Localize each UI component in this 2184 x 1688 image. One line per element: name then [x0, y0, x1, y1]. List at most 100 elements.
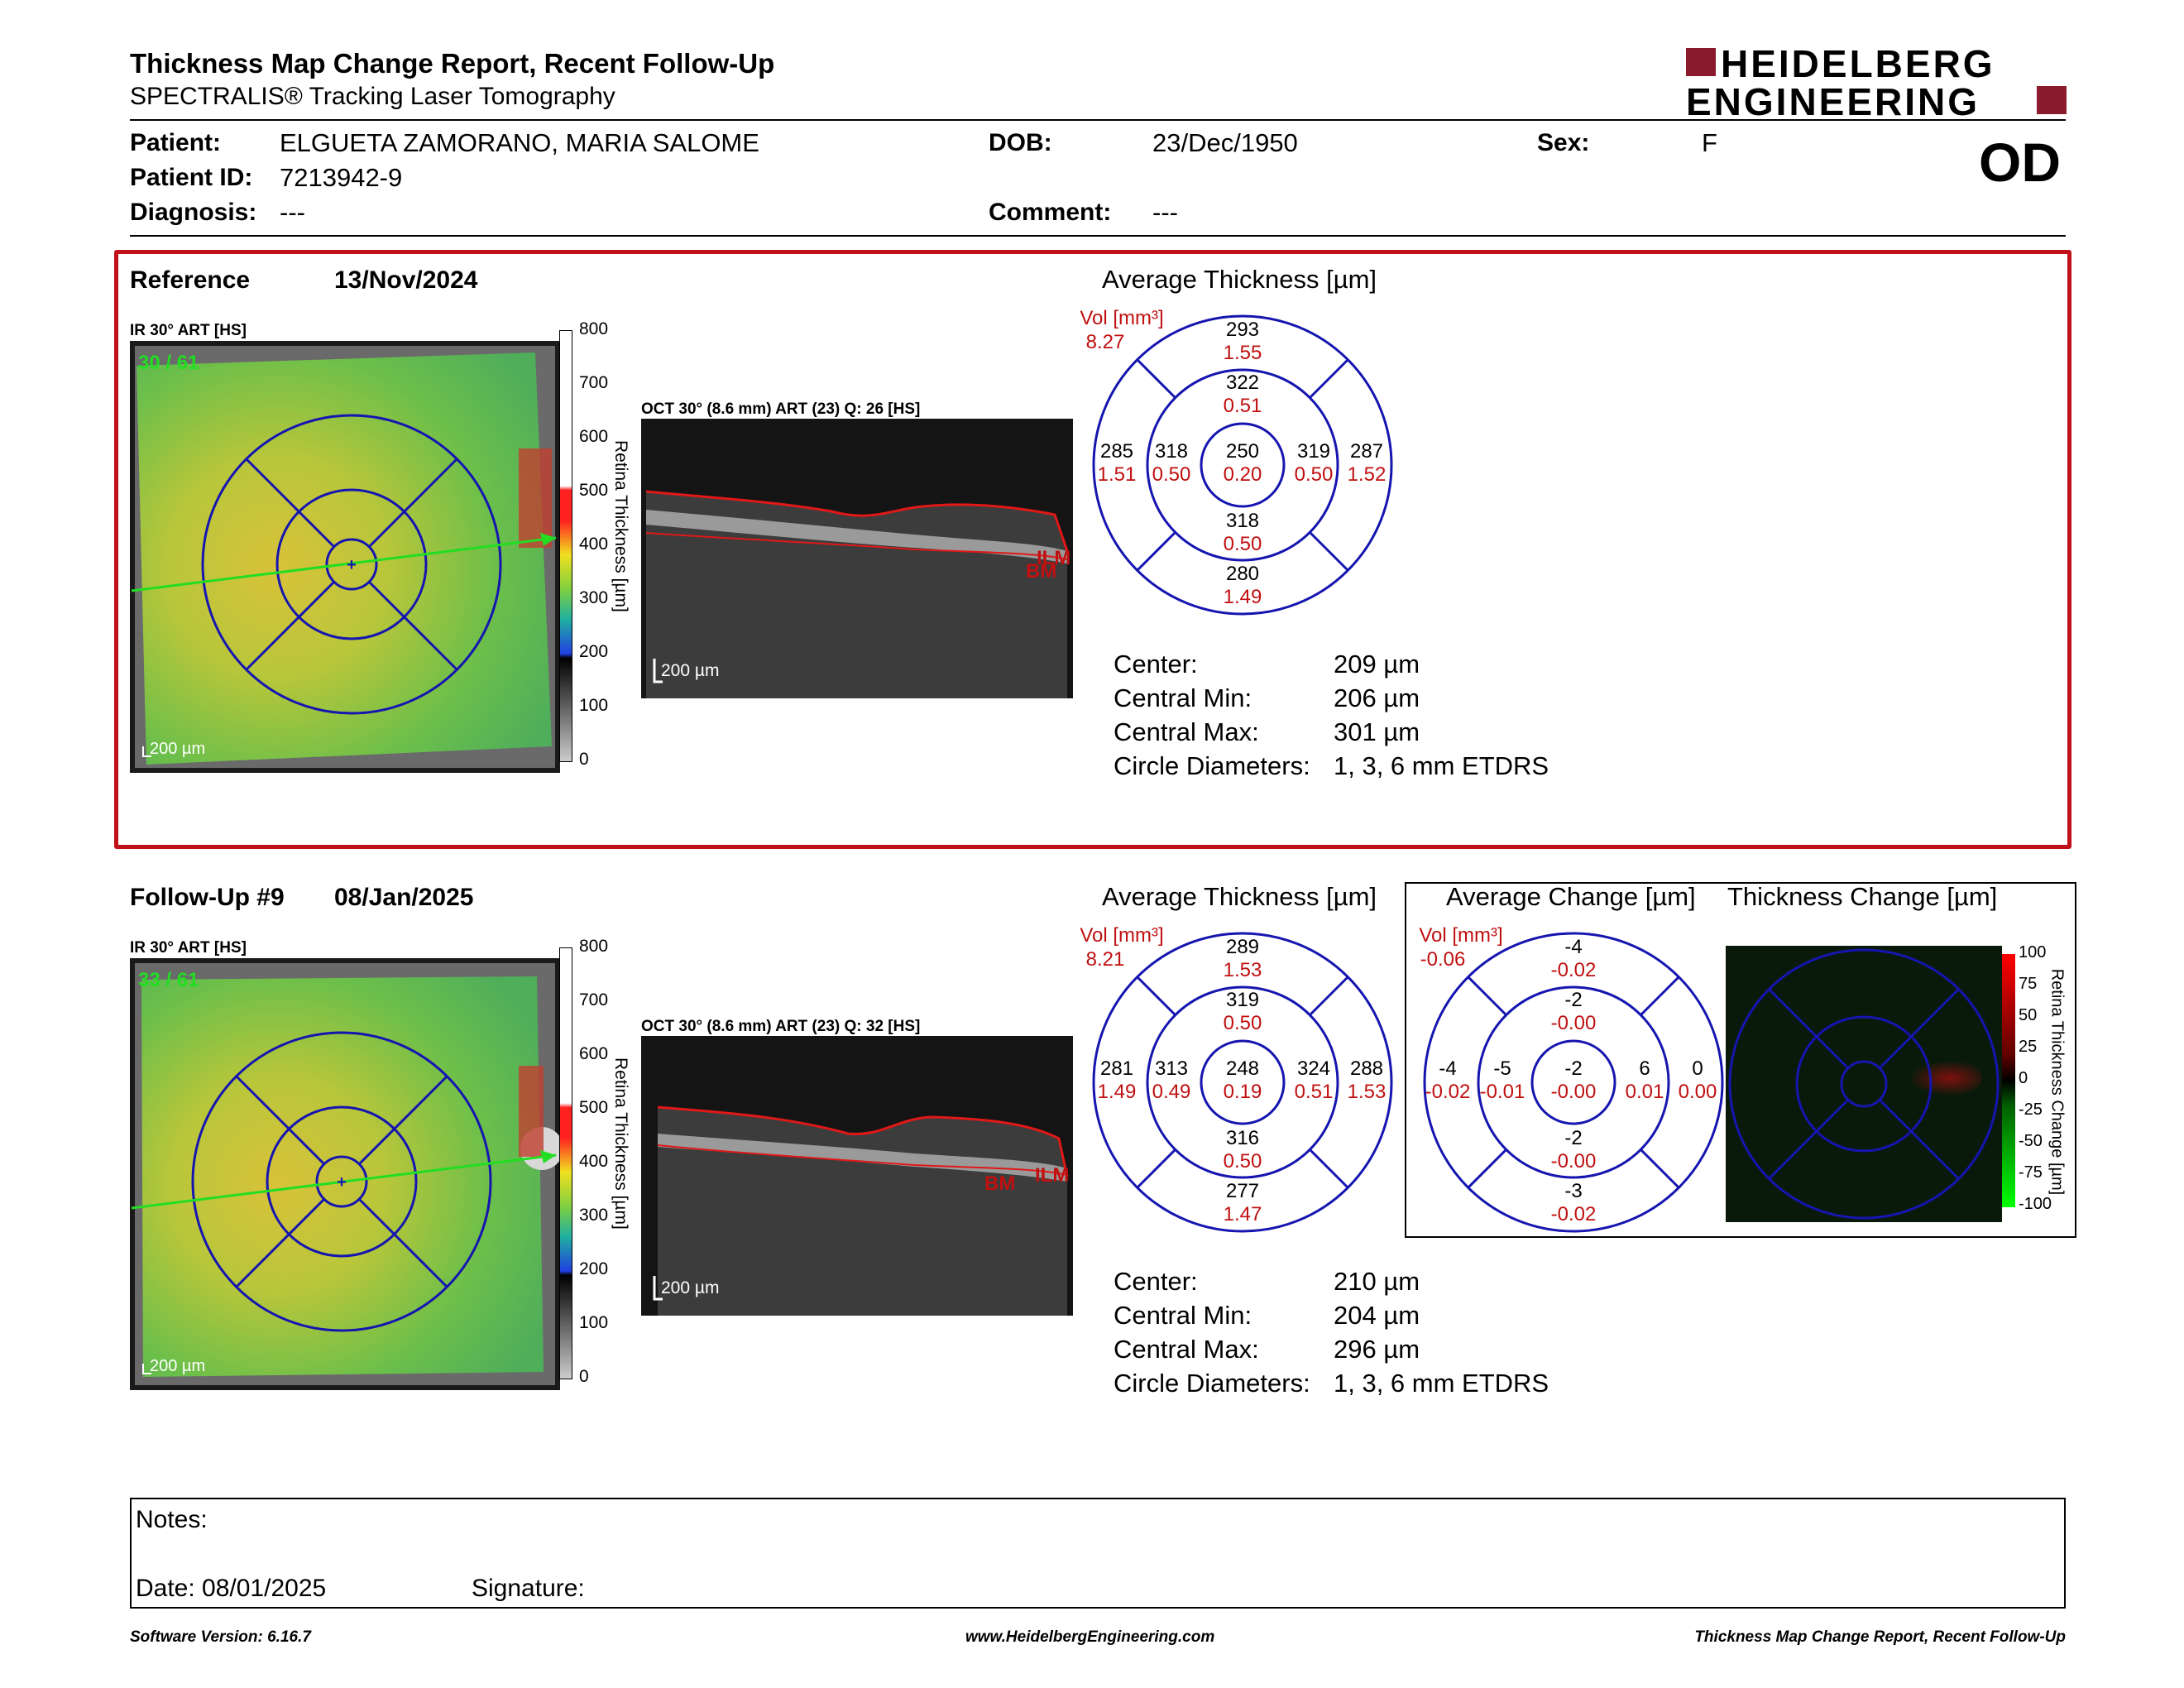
etdrs-outer-top-vol: 1.53: [1224, 959, 1262, 981]
colorbar-tick: 0: [579, 1367, 589, 1386]
reference-stat-min-value: 206 µm: [1334, 683, 1420, 712]
colorbar-tick: 800: [579, 319, 609, 338]
etdrs-outer-left: 281: [1100, 1057, 1133, 1080]
heidelberg-logo: HEIDELBERG ENGINEERING: [1686, 42, 2067, 123]
colorbar-tick: 100: [579, 696, 609, 715]
thickness-change-map: [1726, 946, 2002, 1222]
reference-colorbar: [559, 330, 572, 762]
change-inner-bottom: -2: [1564, 1127, 1582, 1149]
colorbar-tick: 600: [579, 1044, 609, 1063]
followup-colorbar: [559, 947, 572, 1379]
etdrs-center-vol: 0.20: [1224, 463, 1262, 486]
reference-oct-ilm: ILM: [1037, 547, 1070, 569]
dob-label: DOB:: [989, 129, 1052, 156]
colorbar-tick: 200: [579, 642, 609, 661]
reference-stat-max-value: 301 µm: [1334, 717, 1420, 746]
reference-stat-center-label: Center:: [1114, 650, 1198, 679]
change-tick: 100: [2019, 943, 2047, 961]
notes-box[interactable]: [130, 1498, 2066, 1609]
etdrs-inner-bottom: 318: [1226, 510, 1259, 532]
etdrs-outer-right-vol: 1.52: [1348, 463, 1387, 486]
colorbar-tick: 300: [579, 588, 609, 607]
etdrs-outer-bottom-vol: 1.47: [1224, 1203, 1262, 1225]
reference-ir-caption: IR 30° ART [HS]: [130, 322, 247, 339]
colorbar-tick: 500: [579, 481, 609, 500]
logo-square-top: [1686, 48, 1716, 76]
footer-website[interactable]: www.HeidelbergEngineering.com: [965, 1628, 1215, 1646]
etdrs-outer-left: 285: [1100, 440, 1133, 463]
etdrs-inner-top: 322: [1226, 372, 1259, 394]
reference-label: Reference: [130, 266, 251, 294]
reference-colorbar-ticks: 800 700 600 500 400 300 200 100 0: [579, 319, 612, 769]
followup-colorbar-ticks: 800 700 600 500 400 300 200 100 0: [579, 937, 612, 1386]
logo-line-1: HEIDELBERG: [1721, 42, 1995, 85]
followup-oct-scale: 200 µm: [661, 1278, 719, 1297]
eye-label: OD: [1979, 132, 2061, 193]
change-etdrs-grid: Vol [mm³] -0.06 -4 -0.02 -2 -0.00 -4 -0.…: [1419, 924, 1724, 1233]
colorbar-tick: 600: [579, 427, 609, 446]
followup-colorbar-label: Retina Thickness [µm]: [611, 1057, 630, 1230]
followup-ir-caption: IR 30° ART [HS]: [130, 939, 247, 957]
followup-stat-max-value: 296 µm: [1334, 1335, 1420, 1364]
etdrs-inner-left-vol: 0.49: [1152, 1081, 1191, 1103]
etdrs-inner-right-vol: 0.50: [1295, 463, 1334, 486]
etdrs-inner-left-vol: 0.50: [1152, 463, 1191, 486]
reference-vol-label: Vol [mm³]: [1080, 307, 1164, 329]
etdrs-inner-top-vol: 0.50: [1224, 1012, 1262, 1034]
change-inner-left-vol: -0.01: [1480, 1081, 1525, 1103]
footer-report-name: Thickness Map Change Report, Recent Foll…: [1694, 1628, 2066, 1646]
change-inner-top-vol: -0.00: [1551, 1012, 1597, 1034]
etdrs-center-vol: 0.19: [1224, 1081, 1262, 1103]
followup-stat-center-value: 210 µm: [1334, 1267, 1420, 1296]
followup-date: 08/Jan/2025: [334, 884, 474, 911]
change-outer-right: 0: [1692, 1057, 1703, 1080]
etdrs-inner-bottom-vol: 0.50: [1224, 533, 1262, 555]
reference-frame: [114, 250, 2071, 849]
followup-stat-center-label: Center:: [1114, 1267, 1198, 1296]
reference-avg-title: Average Thickness [µm]: [1102, 265, 1377, 294]
patient-id: 7213942-9: [280, 163, 403, 192]
dob-value: 23/Dec/1950: [1152, 128, 1298, 157]
etdrs-inner-top: 319: [1226, 989, 1259, 1011]
thickness-change-label: Retina Thickness Change [µm]: [2048, 968, 2067, 1196]
reference-stat-diam-label: Circle Diameters:: [1114, 751, 1310, 780]
etdrs-outer-left-vol: 1.51: [1098, 463, 1137, 486]
etdrs-outer-right: 288: [1350, 1057, 1383, 1080]
diagnosis-value: ---: [280, 198, 305, 227]
colorbar-tick: 300: [579, 1206, 609, 1225]
etdrs-inner-left: 318: [1155, 440, 1188, 463]
reference-stat-center-value: 209 µm: [1334, 650, 1420, 679]
followup-fundus-image: + 33 / 61 200 µm: [130, 958, 560, 1390]
report-subtitle: SPECTRALIS® Tracking Laser Tomography: [130, 83, 615, 110]
patient-name: ELGUETA ZAMORANO, MARIA SALOME: [280, 128, 759, 157]
thickness-change-title: Thickness Change [µm]: [1727, 882, 1998, 911]
header-rule-bottom: [130, 235, 2066, 237]
change-inner-bottom-vol: -0.00: [1551, 1150, 1597, 1172]
change-tick: -25: [2019, 1101, 2043, 1119]
etdrs-inner-left: 313: [1155, 1057, 1188, 1080]
report-title: Thickness Map Change Report, Recent Foll…: [130, 48, 775, 79]
etdrs-center: 248: [1226, 1057, 1259, 1080]
reference-colorbar-label: Retina Thickness [µm]: [611, 440, 630, 612]
reference-ir-scale: 200 µm: [150, 740, 205, 758]
colorbar-tick: 500: [579, 1098, 609, 1117]
reference-oct-image: BM ILM 200 µm: [641, 419, 1073, 698]
followup-oct-image: BM ILM 200 µm: [641, 1036, 1073, 1316]
followup-etdrs-grid: Vol [mm³] 8.21 289 1.53 319 0.50 281 1.4…: [1080, 924, 1393, 1233]
notes-label: Notes:: [136, 1506, 208, 1533]
colorbar-tick: 0: [579, 750, 589, 769]
followup-stat-max-label: Central Max:: [1114, 1335, 1259, 1364]
etdrs-outer-bottom: 280: [1226, 563, 1259, 585]
reference-stat-max-label: Central Max:: [1114, 717, 1259, 746]
diagnosis-label: Diagnosis:: [130, 199, 257, 226]
notes-date: Date: 08/01/2025: [136, 1575, 327, 1602]
change-outer-right-vol: 0.00: [1679, 1081, 1717, 1103]
change-title: Average Change [µm]: [1446, 882, 1696, 911]
reference-oct-caption: OCT 30° (8.6 mm) ART (23) Q: 26 [HS]: [641, 400, 921, 418]
etdrs-inner-bottom: 316: [1226, 1127, 1259, 1149]
followup-avg-title: Average Thickness [µm]: [1102, 882, 1377, 911]
reference-ir-overlay: 30 / 61: [138, 352, 199, 374]
etdrs-outer-left-vol: 1.49: [1098, 1081, 1137, 1103]
etdrs-inner-bottom-vol: 0.50: [1224, 1150, 1262, 1172]
thickness-change-ticks: 100 75 50 25 0 -25 -50 -75 -100: [2019, 943, 2057, 1216]
